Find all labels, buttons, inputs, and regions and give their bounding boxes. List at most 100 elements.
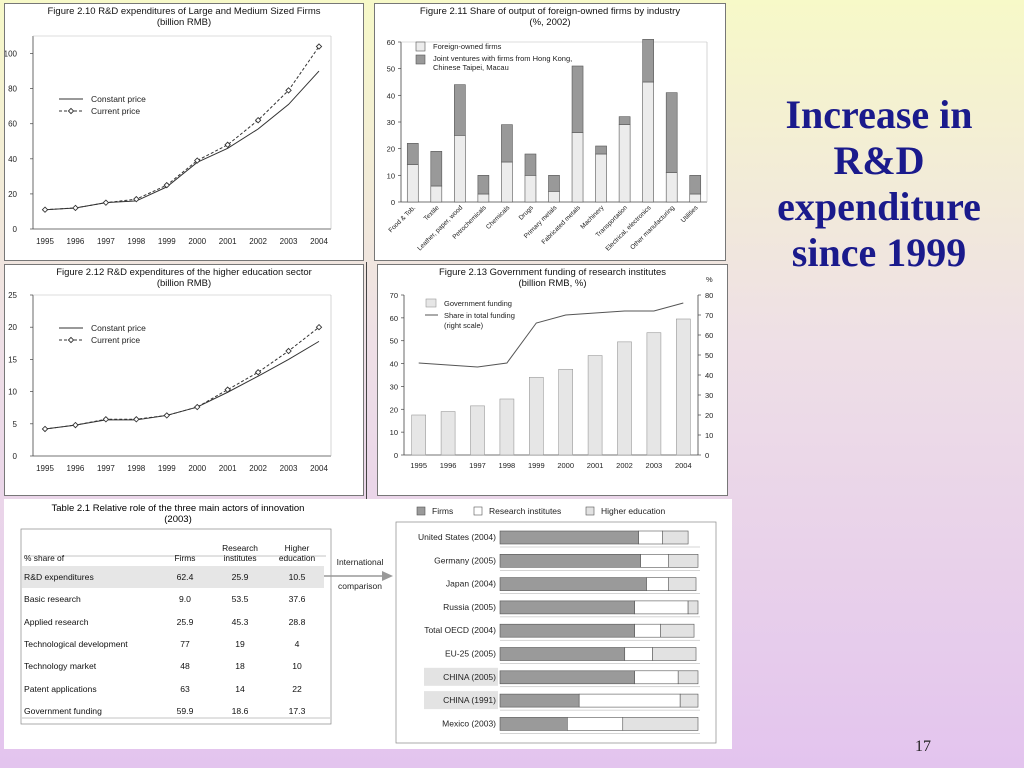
bar-segment (618, 116, 631, 125)
bar (499, 398, 515, 456)
category-label: Mexico (2003) (442, 718, 496, 728)
bar (675, 318, 691, 456)
heading-line-3: expenditure (777, 184, 981, 229)
bar-segment (548, 175, 560, 192)
cell-value: 17.3 (288, 705, 306, 716)
row-label: Technology market (24, 661, 97, 672)
x-tick-label: 1998 (127, 237, 145, 246)
cell-value: 19 (235, 639, 245, 650)
table-header-firms: Firms (174, 552, 196, 563)
category-label: Total OECD (2004) (424, 625, 496, 635)
data-point (224, 386, 231, 393)
bar-segment (571, 65, 584, 133)
x-tick-label: 1997 (469, 461, 486, 470)
category-label: Germany (2005) (434, 555, 496, 565)
legend-label: Joint ventures with firms from Hong Kong… (433, 54, 572, 63)
highlight-bg (424, 691, 498, 710)
y-tick-label: 60 (390, 314, 398, 323)
legend-label: Higher education (601, 506, 666, 516)
figure-2-13-chart: 0 10 20 30 40 50 60 70 0 10 20 30 40 50 60 70 80% 1995 199… (390, 275, 714, 470)
y-tick-label: 15 (8, 355, 17, 364)
legend-marker (67, 336, 75, 344)
y-tick-label: 50 (390, 337, 398, 346)
table-row: Technology market 48 18 10 (22, 655, 324, 677)
x-tick-label: 2004 (310, 464, 328, 473)
bar-segment (548, 191, 560, 203)
legend-swatch (473, 506, 483, 516)
y-tick-label: 0 (13, 225, 18, 234)
cell-value: 10.5 (270, 566, 324, 589)
x-tick-label: 1995 (36, 464, 54, 473)
data-point (41, 206, 49, 213)
bar-segment (640, 553, 669, 568)
row-label: Basic research (24, 594, 81, 605)
data-point (193, 157, 201, 164)
heading-line-4: since 1999 (791, 230, 967, 275)
legend-label: Share in total funding (444, 311, 515, 320)
bar (617, 341, 632, 456)
figure-2-12-title: Figure 2.12 R&D expenditures of the high… (56, 267, 312, 289)
bar-segment (477, 175, 490, 195)
y-tick-label: 25 (8, 291, 17, 300)
category-label: United States (2004) (418, 532, 496, 542)
data-point (133, 416, 140, 423)
y-tick-label: 50 (387, 65, 395, 74)
bar-segment (430, 185, 443, 203)
bar-segment (595, 145, 607, 155)
bar-segment (646, 577, 669, 591)
bar-segment (501, 124, 513, 163)
share-line (418, 302, 684, 368)
data-point (163, 412, 171, 419)
heading-line-2: R&D (833, 138, 925, 183)
bar-segment (687, 600, 699, 615)
data-point (285, 87, 292, 94)
y-tick-label: 10 (8, 388, 17, 397)
x-tick-label: 2001 (219, 464, 237, 473)
table-header-row: % share of Firms Research institutes Hig… (22, 533, 324, 566)
cell-value: 48 (180, 661, 190, 672)
comparison-chart: International comparison Firms Research ins… (20, 506, 717, 744)
bar-segment (477, 193, 490, 203)
bar-segment (430, 151, 443, 187)
legend-label: Current price (91, 335, 140, 345)
cell-value: 18 (235, 661, 245, 672)
row-label: Applied research (24, 616, 89, 627)
x-tick-label: 1998 (499, 461, 516, 470)
table-2-1: % share of Firms Research institutes Hig… (22, 533, 324, 722)
data-point (224, 141, 231, 149)
legend-label: Firms (432, 506, 453, 516)
y-tick-label: 20 (8, 323, 17, 332)
bar-segment (454, 84, 466, 136)
bar-segment (567, 717, 624, 731)
legend-label: Research institutes (489, 506, 561, 516)
bar (558, 368, 573, 456)
cell-value: 25.9 (210, 566, 270, 589)
data-point (315, 323, 323, 331)
x-tick-label: 2001 (219, 237, 237, 246)
series-line (44, 70, 320, 211)
y-tick-label: 10 (390, 428, 398, 437)
legend-swatch (585, 506, 595, 516)
table-row: Technological development 77 19 4 (22, 633, 324, 655)
table-header-higher: Higher education (278, 543, 316, 563)
cell-value: 62.4 (160, 566, 210, 589)
y-tick-label: 60 (8, 120, 17, 129)
table-row: Applied research 25.9 45.3 28.8 (22, 611, 324, 633)
x-tick-label: 2002 (616, 461, 633, 470)
y-right-tick-label: 10 (705, 431, 713, 440)
data-point (254, 116, 262, 124)
x-tick-label: 1996 (67, 464, 85, 473)
bar-segment (618, 124, 631, 203)
arrow-label: comparison (338, 581, 382, 591)
cell-value: 22 (292, 683, 302, 694)
bar (646, 332, 662, 456)
category-label: CHINA (2005) (443, 672, 496, 682)
y-tick-label: 40 (390, 360, 398, 369)
x-tick-label: Food & Tob. (388, 204, 418, 234)
y-right-tick-label: 50 (705, 351, 713, 360)
category-label: Japan (2004) (446, 579, 496, 589)
bar-segment (499, 577, 647, 591)
vertical-divider (366, 262, 367, 500)
x-tick-label: 2004 (310, 237, 328, 246)
table-row: Government funding 59.9 18.6 17.3 (22, 700, 324, 722)
